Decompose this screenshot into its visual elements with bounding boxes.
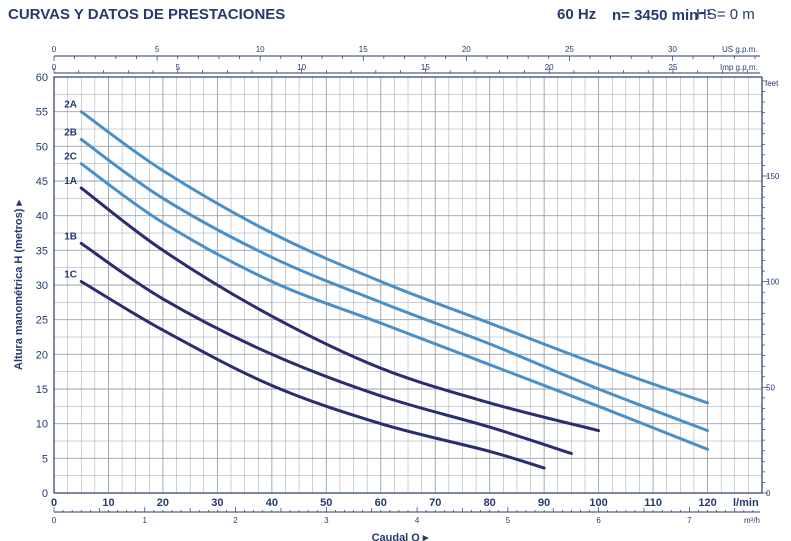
curve-1b (79, 241, 573, 455)
y-tick-label: 45 (36, 176, 48, 188)
x-tick-label: 30 (211, 497, 223, 509)
plot-frame (53, 76, 763, 494)
y-tick-label: 0 (42, 488, 48, 500)
m3h-tick-label: 1 (143, 516, 148, 525)
usgpm-tick-label: 5 (155, 45, 160, 54)
usgpm-tick-label: 25 (565, 45, 574, 54)
feet-tick-label: 50 (766, 383, 775, 392)
curve-2b (79, 137, 709, 433)
curve-1c (79, 280, 546, 470)
impgpm-tick-label: 20 (545, 63, 554, 72)
x-tick-label: 50 (320, 497, 332, 509)
y-tick-label: 55 (36, 107, 48, 119)
curve-label-1a: 1A (64, 176, 77, 187)
x-tick-label: 40 (266, 497, 278, 509)
usgpm-unit: US g.p.m. (722, 45, 758, 54)
x-tick-label: 80 (484, 497, 496, 509)
x-tick-label: 100 (589, 497, 607, 509)
suction-height-label: HS= 0 m (696, 6, 755, 23)
speed-label: n= 3450 min⁻¹ (612, 7, 712, 24)
curve-label-2b: 2B (64, 127, 77, 138)
y-tick-label: 5 (42, 453, 48, 465)
x-tick-label: 70 (429, 497, 441, 509)
feet-tick-label: 150 (766, 172, 780, 181)
x-tick-label: 60 (375, 497, 387, 509)
m3h-tick-label: 0 (52, 516, 57, 525)
impgpm-tick-label: 0 (52, 63, 57, 72)
curve-label-2a: 2A (64, 100, 77, 111)
impgpm-tick-label: 15 (421, 63, 430, 72)
usgpm-tick-label: 0 (52, 45, 57, 54)
x-tick-label: 90 (538, 497, 550, 509)
chart-labels: 2A 2B 2C 1A 1B 1C (64, 100, 77, 281)
x-tick-label: 0 (51, 497, 57, 509)
curve-label-1b: 1B (64, 231, 77, 242)
frequency-label: 60 Hz (557, 6, 597, 23)
x-tick-label: 20 (157, 497, 169, 509)
y-tick-label: 60 (36, 72, 48, 84)
impgpm-tick-label: 10 (297, 63, 306, 72)
usgpm-tick-label: 30 (668, 45, 677, 54)
impgpm-tick-label: 25 (669, 63, 678, 72)
y-tick-label: 20 (36, 349, 48, 361)
m3h-tick-label: 6 (596, 516, 601, 525)
m3h-tick-label: 7 (687, 516, 692, 525)
m3h-unit: m³/h (744, 516, 760, 525)
usgpm-tick-label: 15 (359, 45, 368, 54)
curve-1a (79, 186, 601, 433)
y-axis-label: Altura manométrica H (metros) ▸ (13, 200, 25, 370)
usgpm-tick-label: 20 (462, 45, 471, 54)
y-tick-label: 30 (36, 280, 48, 292)
curve-2c (79, 162, 709, 451)
impgpm-tick-label: 5 (176, 63, 181, 72)
x-tick-label: 120 (698, 497, 716, 509)
feet-tick-label: 100 (766, 278, 780, 287)
m3h-tick-label: 2 (233, 516, 238, 525)
usgpm-tick-label: 10 (256, 45, 265, 54)
m3h-tick-label: 3 (324, 516, 329, 525)
curve-label-1c: 1C (64, 270, 77, 281)
y-tick-label: 40 (36, 211, 48, 223)
impgpm-unit: Imp g.p.m. (720, 63, 758, 72)
x-axis-unit: l/min (733, 497, 759, 509)
m3h-tick-label: 4 (415, 516, 420, 525)
y-tick-label: 15 (36, 384, 48, 396)
x-tick-label: 110 (644, 497, 662, 509)
curve-2a (79, 110, 709, 405)
y-tick-label: 50 (36, 141, 48, 153)
feet-unit: feet (765, 79, 779, 88)
m3h-tick-label: 5 (506, 516, 511, 525)
x-tick-label: 10 (102, 497, 114, 509)
curve-label-2c: 2C (64, 152, 77, 163)
chart-title: CURVAS Y DATOS DE PRESTACIONES (8, 6, 286, 23)
chart-curves (79, 110, 709, 470)
feet-tick-label: 0 (766, 489, 771, 498)
x-axis-label: Caudal Q ▸ (372, 532, 429, 541)
y-tick-label: 35 (36, 245, 48, 257)
y-tick-label: 10 (36, 419, 48, 431)
y-tick-label: 25 (36, 315, 48, 327)
